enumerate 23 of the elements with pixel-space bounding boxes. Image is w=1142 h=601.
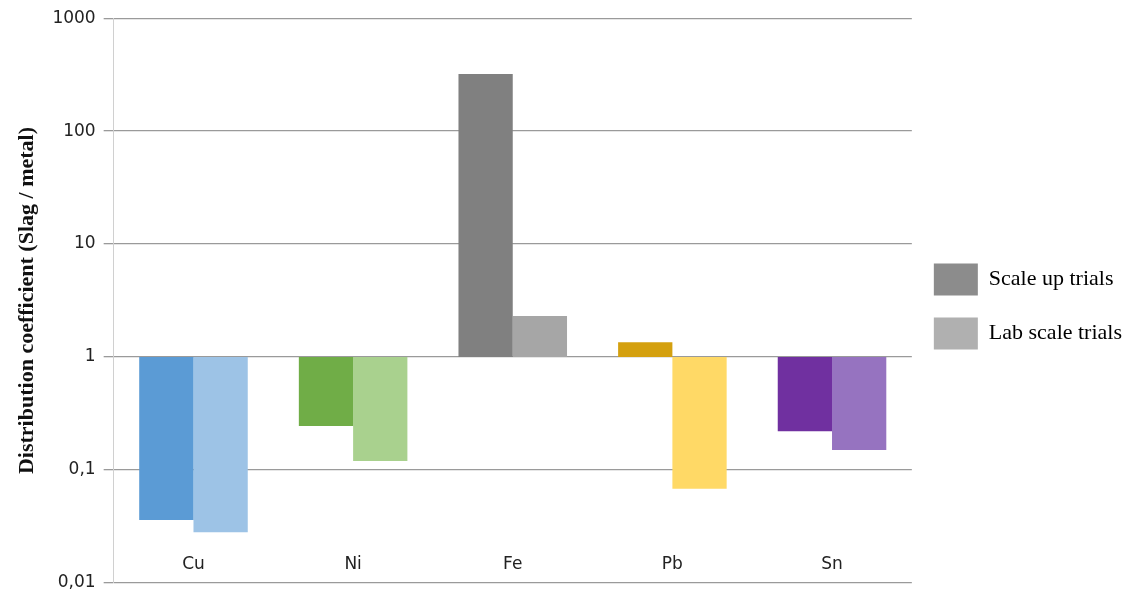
y-tick-label: 0,1 (68, 458, 96, 479)
bar (458, 74, 513, 357)
x-tick-label: Sn (821, 553, 843, 574)
y-tick-label: 1 (84, 345, 96, 366)
x-tick-label: Ni (344, 553, 362, 574)
bar (832, 356, 887, 450)
bar (672, 356, 727, 489)
bar (353, 356, 408, 461)
y-axis-title: Distribution coefficient (Slag / metal) (12, 126, 38, 475)
y-tick-label: 0,01 (57, 571, 96, 592)
legend-label: Lab scale trials (988, 319, 1123, 345)
x-tick-label: Cu (182, 553, 205, 574)
bar (618, 342, 673, 357)
bar (777, 356, 833, 432)
bar (298, 356, 354, 426)
x-tick-label: Pb (661, 553, 683, 574)
y-tick-label: 100 (63, 119, 96, 140)
bar (193, 356, 248, 533)
x-tick-label: Fe (503, 553, 523, 574)
y-tick-label: 1000 (52, 6, 96, 27)
bar (139, 356, 194, 520)
legend-label: Scale up trials (988, 265, 1114, 291)
y-tick-label: 10 (74, 232, 96, 253)
